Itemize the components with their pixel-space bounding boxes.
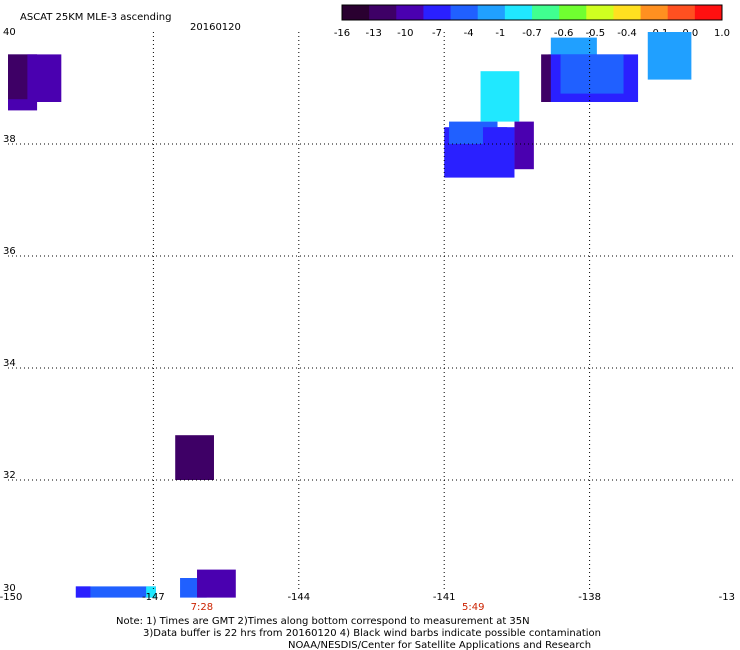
lon-tick-label: -13: [719, 592, 735, 603]
colorbar-swatch: [694, 5, 723, 20]
colorbar-swatch: [613, 5, 642, 20]
wind-cell: [482, 127, 508, 167]
colorbar-swatch: [396, 5, 424, 20]
colorbar-label: -4: [464, 28, 474, 39]
lon-tick-label: -150: [0, 592, 22, 603]
lon-tick-label: -141: [433, 592, 456, 603]
wind-cells: [8, 32, 692, 598]
footer-note-line2: 3)Data buffer is 22 hrs from 20160120 4)…: [143, 628, 601, 639]
colorbar-label: -0.6: [554, 28, 574, 39]
colorbar-swatch: [423, 5, 452, 20]
wind-cell: [541, 54, 551, 102]
lat-tick-label: 30: [3, 583, 16, 594]
lat-tick-label: 38: [3, 134, 16, 145]
gridlines: [8, 32, 735, 592]
lat-tick-label: 40: [3, 27, 16, 38]
colorbar-frame: [341, 4, 723, 21]
wind-cell: [647, 32, 692, 80]
footer-credit: NOAA/NESDIS/Center for Satellite Applica…: [288, 640, 591, 650]
wind-cell: [75, 586, 91, 598]
colorbar-swatch: [667, 5, 696, 20]
lat-tick-label: 34: [3, 358, 16, 369]
pass-time-labels: 7:28 5:49: [191, 602, 485, 613]
wind-cell: [75, 586, 156, 598]
wind-cell: [197, 569, 236, 598]
lon-tick-label: -147: [142, 592, 165, 603]
lon-tick-label: -144: [287, 592, 310, 603]
colorbar-swatch: [586, 5, 614, 20]
colorbar-label: -10: [397, 28, 413, 39]
colorbar-swatch: [342, 5, 370, 20]
colorbar-label: -1: [495, 28, 505, 39]
lat-tick-label: 36: [3, 246, 16, 257]
colorbar: [341, 4, 723, 21]
wind-cell: [27, 54, 62, 102]
colorbar-label: -13: [365, 28, 381, 39]
latitude-labels: 40 38 36 34 32 30: [3, 27, 16, 594]
longitude-labels: -150 -147 -144 -141 -138 -13: [0, 592, 735, 603]
colorbar-swatch: [477, 5, 506, 20]
wind-cell: [514, 121, 534, 170]
colorbar-label: -7: [432, 28, 442, 39]
lat-tick-label: 32: [3, 470, 16, 481]
colorbar-swatch: [640, 5, 669, 20]
colorbar-label: -0.7: [522, 28, 542, 39]
pass-time-label: 5:49: [462, 602, 484, 613]
chart-title: ASCAT 25KM MLE-3 ascending: [20, 12, 171, 23]
wind-cell: [146, 586, 156, 598]
colorbar-label: -0.5: [586, 28, 606, 39]
date-label: 20160120: [190, 22, 241, 33]
colorbar-label: -16: [334, 28, 350, 39]
colorbar-swatch: [532, 5, 560, 20]
colorbar-label: 1.0: [714, 28, 730, 39]
colorbar-swatch: [369, 5, 397, 20]
wind-cell: [175, 435, 214, 480]
colorbar-label: -0.4: [617, 28, 637, 39]
pass-time-label: 7:28: [191, 602, 213, 613]
lon-tick-label: -138: [578, 592, 601, 603]
colorbar-swatch: [504, 5, 533, 20]
wind-cell: [560, 54, 624, 94]
wind-cell: [480, 71, 520, 122]
footer-note-line1: Note: 1) Times are GMT 2)Times along bot…: [116, 616, 530, 627]
colorbar-swatch: [559, 5, 587, 20]
colorbar-swatch: [450, 5, 479, 20]
